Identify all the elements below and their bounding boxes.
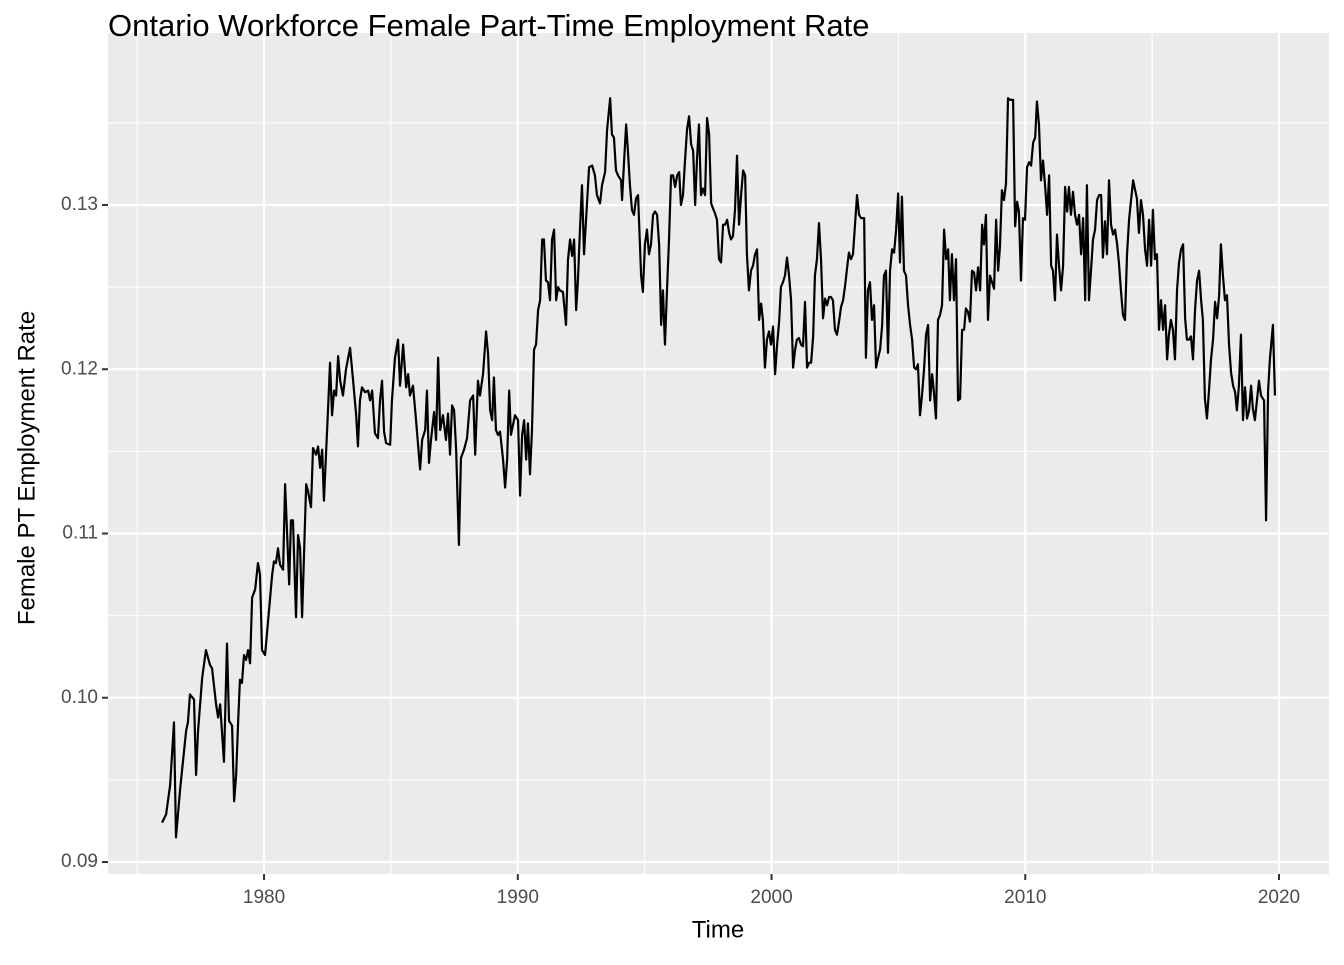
y-axis-title: Female PT Employment Rate bbox=[13, 311, 40, 625]
axes: 1980 1990 2000 2010 2020 0.09 0.10 0.11 0.12 0.13 bbox=[61, 194, 1300, 908]
y-tick-label: 0.11 bbox=[62, 523, 98, 544]
x-tick-label: 2020 bbox=[1258, 887, 1300, 908]
x-tick-label: 2000 bbox=[750, 887, 792, 908]
x-axis-title: Time bbox=[692, 916, 744, 943]
y-tick-label: 0.09 bbox=[61, 851, 98, 872]
x-tick-label: 2010 bbox=[1004, 887, 1046, 908]
y-tick-label: 0.12 bbox=[61, 358, 98, 379]
y-tick-label: 0.10 bbox=[61, 687, 98, 708]
chart-title: Ontario Workforce Female Part-Time Emplo… bbox=[108, 8, 869, 43]
grid bbox=[108, 33, 1329, 874]
x-tick-label: 1980 bbox=[243, 887, 285, 908]
marks bbox=[161, 97, 1277, 839]
x-tick-label: 1990 bbox=[497, 887, 539, 908]
data-line bbox=[161, 97, 1277, 839]
plot-panel bbox=[108, 33, 1329, 874]
y-tick-label: 0.13 bbox=[61, 194, 98, 215]
